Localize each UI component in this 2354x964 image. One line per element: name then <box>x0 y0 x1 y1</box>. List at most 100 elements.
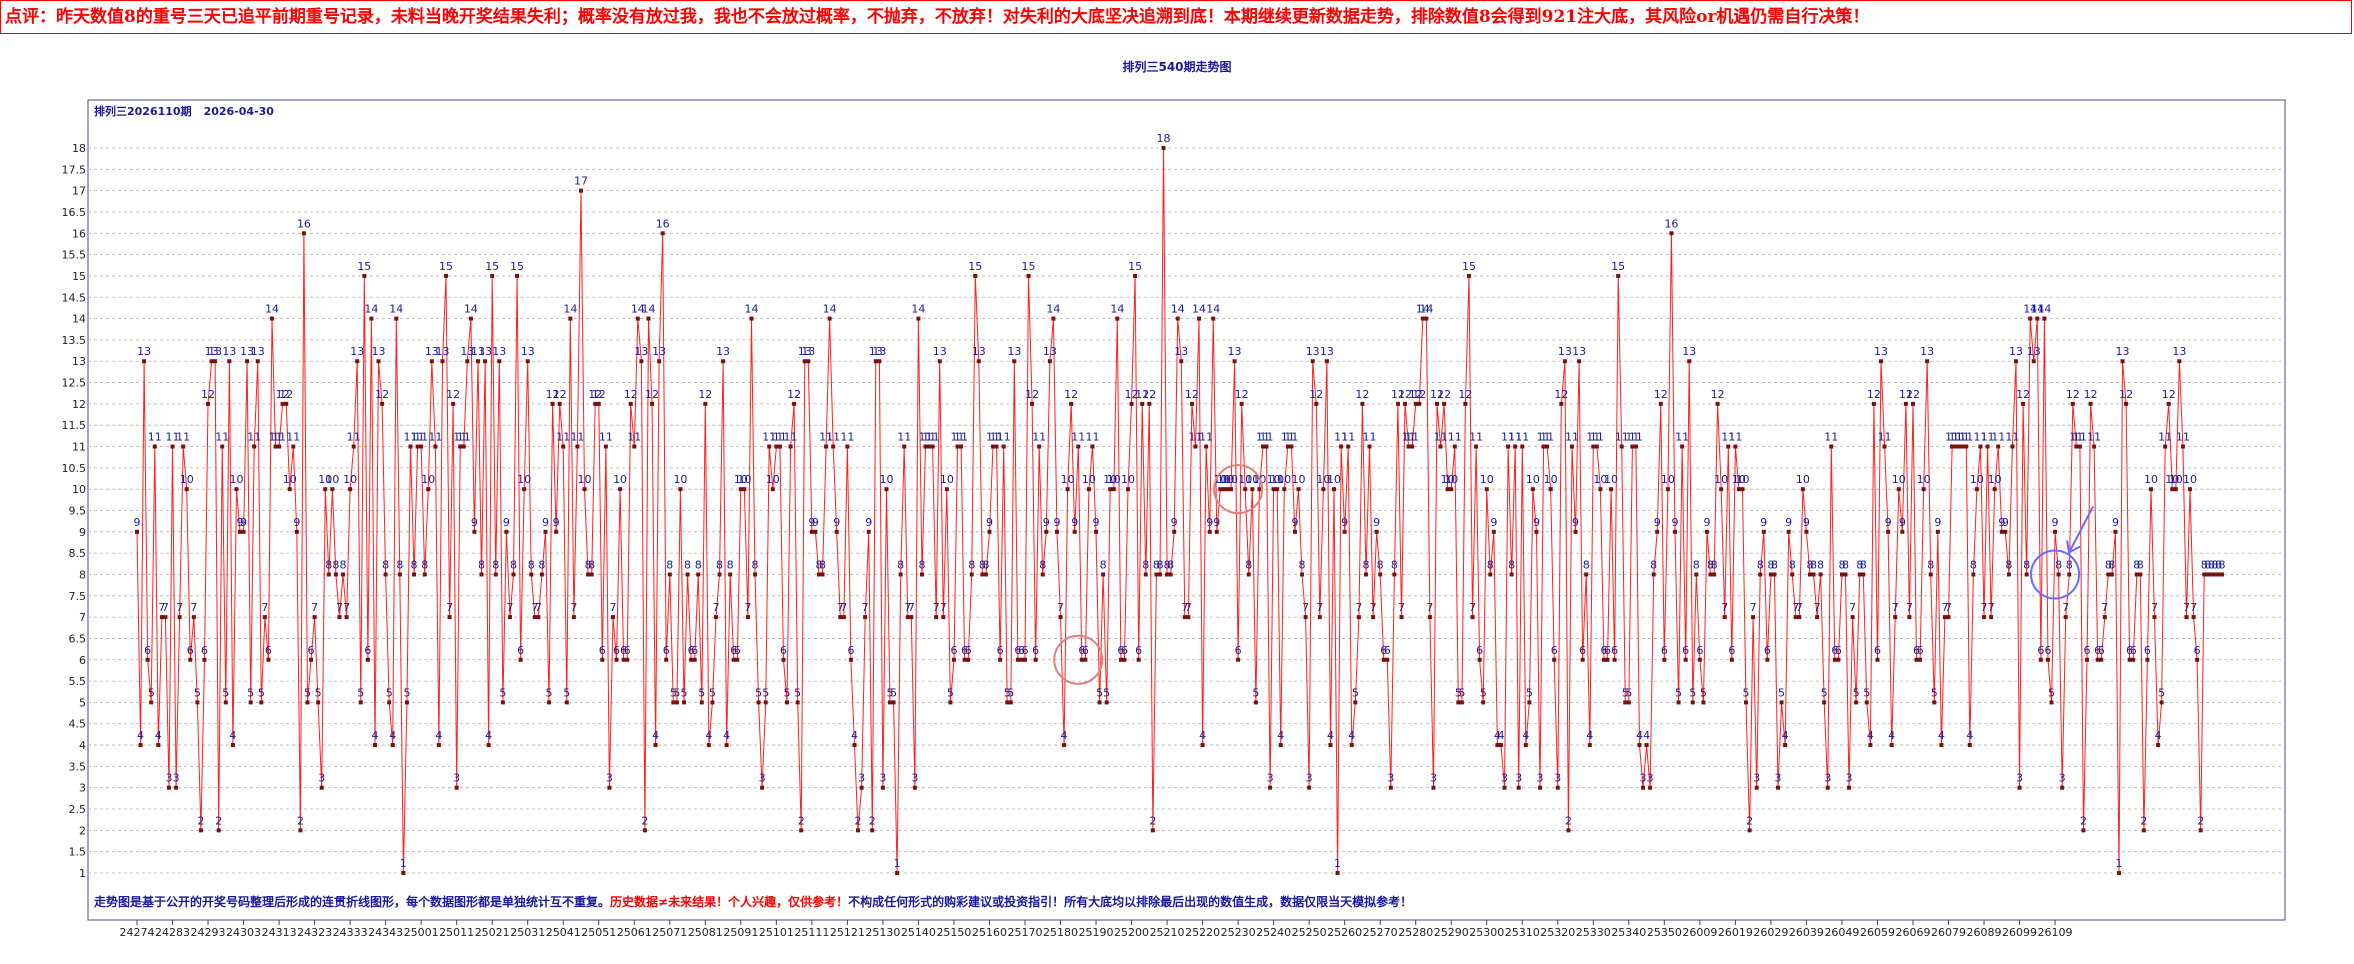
y-tick-label: 2.5 <box>69 803 87 816</box>
data-point <box>1189 401 1194 406</box>
data-point <box>856 828 861 833</box>
data-point <box>2113 529 2118 534</box>
data-point <box>465 359 470 364</box>
data-label: 13 <box>1043 345 1057 358</box>
data-point <box>142 359 147 364</box>
data-point <box>1935 529 1940 534</box>
data-point <box>1722 615 1727 620</box>
data-point <box>1729 657 1734 662</box>
data-label: 11 <box>627 431 641 444</box>
data-label: 12 <box>375 388 389 401</box>
data-label: 1 <box>400 857 407 870</box>
data-point <box>1413 401 1418 406</box>
data-point <box>1744 700 1749 705</box>
data-point <box>1445 487 1450 492</box>
data-point <box>1861 572 1866 577</box>
x-tick-label: 26019 <box>1718 926 1753 939</box>
data-label: 7 <box>1892 601 1899 614</box>
data-point <box>710 700 715 705</box>
data-point <box>1559 401 1564 406</box>
data-label: 8 <box>968 558 975 571</box>
data-point <box>1051 316 1056 321</box>
data-point <box>2127 657 2132 662</box>
data-point <box>912 785 917 790</box>
data-point <box>1566 828 1571 833</box>
x-tick-label: 25091 <box>723 926 758 939</box>
data-point <box>1204 444 1209 449</box>
data-point <box>2021 401 2026 406</box>
data-point <box>2163 444 2168 449</box>
data-point <box>2077 444 2082 449</box>
data-label: 8 <box>1842 558 1849 571</box>
data-point <box>518 657 523 662</box>
data-label: 6 <box>144 644 151 657</box>
data-label: 9 <box>1341 516 1348 529</box>
data-label: 6 <box>688 644 695 657</box>
x-tick-label: 25180 <box>1043 926 1078 939</box>
data-label: 10 <box>673 473 687 486</box>
data-point <box>195 700 200 705</box>
x-tick-label: 25011 <box>439 926 474 939</box>
data-point <box>1054 529 1059 534</box>
data-point <box>703 401 708 406</box>
data-point <box>578 188 583 193</box>
data-label: 13 <box>2009 345 2023 358</box>
data-label: 10 <box>1970 473 1984 486</box>
data-point <box>1882 444 1887 449</box>
data-label: 12 <box>1906 388 1920 401</box>
data-label: 4 <box>1636 729 1643 742</box>
data-point <box>749 316 754 321</box>
data-label: 5 <box>1103 686 1110 699</box>
data-label: 10 <box>1892 473 1906 486</box>
data-label: 15 <box>485 260 499 273</box>
data-point <box>1644 743 1649 748</box>
data-point <box>1019 657 1024 662</box>
data-label: 11 <box>926 431 940 444</box>
data-point <box>1285 444 1290 449</box>
data-point <box>1761 529 1766 534</box>
data-label: 6 <box>663 644 670 657</box>
data-label: 7 <box>1792 601 1799 614</box>
data-label: 6 <box>2044 644 2051 657</box>
data-label: 4 <box>155 729 162 742</box>
data-label: 14 <box>1419 303 1433 316</box>
data-label: 11 <box>1448 431 1462 444</box>
data-label: 1 <box>894 857 901 870</box>
data-label: 13 <box>1874 345 1888 358</box>
data-point <box>934 615 939 620</box>
x-tick-label: 25350 <box>1647 926 1682 939</box>
data-label: 3 <box>1647 772 1654 785</box>
data-point <box>1832 657 1837 662</box>
data-label: 7 <box>531 601 538 614</box>
data-label: 14 <box>1046 303 1060 316</box>
data-point <box>1211 316 1216 321</box>
data-point <box>1438 444 1443 449</box>
data-point <box>1893 615 1898 620</box>
data-label: 9 <box>1093 516 1100 529</box>
data-label: 6 <box>2098 644 2105 657</box>
data-point <box>678 487 683 492</box>
data-label: 6 <box>1551 644 1558 657</box>
data-label: 14 <box>2037 303 2051 316</box>
data-label: 5 <box>1526 686 1533 699</box>
data-label: 6 <box>997 644 1004 657</box>
data-label: 3 <box>1753 772 1760 785</box>
data-point <box>1942 615 1947 620</box>
data-point <box>888 700 893 705</box>
x-tick-label: 26049 <box>1824 926 1859 939</box>
data-label: 10 <box>1604 473 1618 486</box>
data-point <box>1545 444 1550 449</box>
data-point <box>1655 529 1660 534</box>
data-point <box>966 657 971 662</box>
data-label: 7 <box>158 601 165 614</box>
data-point <box>291 444 296 449</box>
data-label: 5 <box>1622 686 1629 699</box>
data-point <box>1790 572 1795 577</box>
data-point <box>301 231 306 236</box>
data-label: 11 <box>2176 431 2190 444</box>
data-point <box>387 700 392 705</box>
data-label: 13 <box>350 345 364 358</box>
data-label: 11 <box>414 431 428 444</box>
data-label: 6 <box>1682 644 1689 657</box>
data-label: 7 <box>1181 601 1188 614</box>
